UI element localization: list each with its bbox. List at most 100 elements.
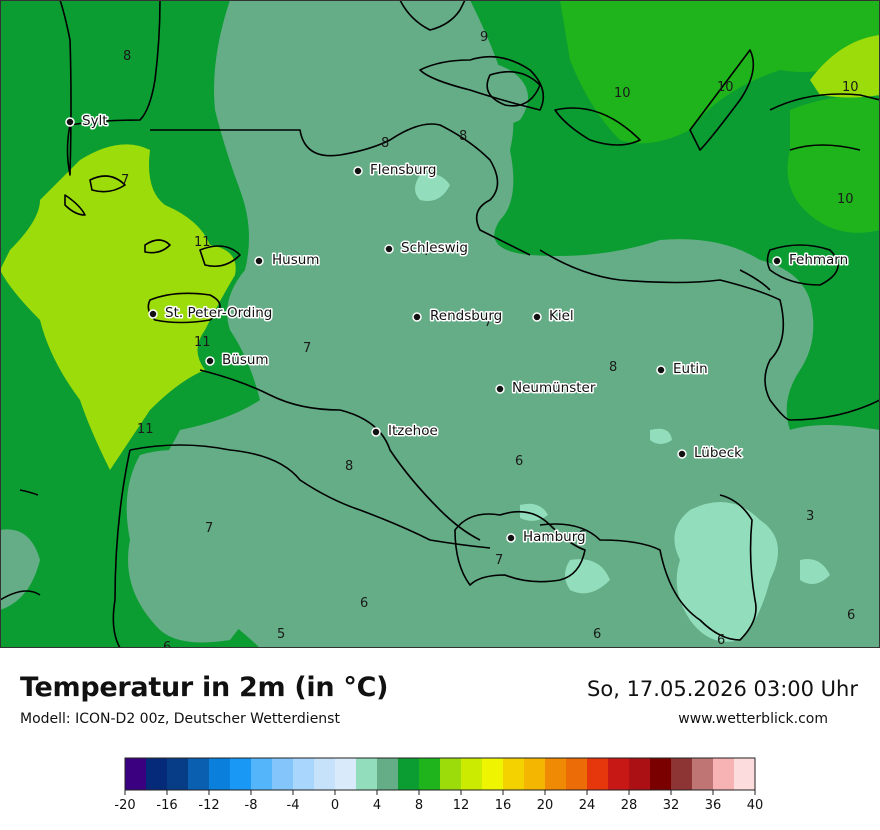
city-neumuenster: Neumünster bbox=[495, 379, 597, 398]
city-label: Eutin bbox=[673, 361, 708, 377]
legend-swatch bbox=[230, 758, 252, 790]
legend-swatch bbox=[335, 758, 357, 790]
legend-swatch bbox=[356, 758, 378, 790]
city-eutin: Eutin bbox=[656, 360, 709, 379]
legend-swatch bbox=[524, 758, 546, 790]
legend-tick-label: 32 bbox=[663, 798, 680, 813]
city-label: Husum bbox=[272, 252, 319, 268]
legend-swatch bbox=[650, 758, 672, 790]
city-label: Büsum bbox=[222, 352, 269, 368]
city-label: Hamburg bbox=[523, 529, 586, 545]
contour-label: 7 bbox=[205, 521, 213, 536]
legend-tick-label: 0 bbox=[331, 798, 339, 813]
legend-tick-label: -16 bbox=[156, 798, 177, 813]
contour-label: 10 bbox=[717, 80, 734, 95]
legend-tick-label: 40 bbox=[747, 798, 764, 813]
contour-label: 7 bbox=[495, 553, 503, 568]
contour-label: 7 bbox=[423, 244, 431, 259]
temperature-map: 8 9 10 10 10 10 7 8 8 11 11 7 7 11 8 6 8… bbox=[0, 0, 880, 648]
contour-label: 6 bbox=[717, 633, 725, 648]
field-4-6-south bbox=[126, 450, 319, 643]
model-info: Modell: ICON-D2 00z, Deutscher Wetterdie… bbox=[20, 711, 340, 727]
city-schleswig: Schleswig bbox=[384, 239, 470, 258]
contour-label: 11 bbox=[137, 422, 154, 437]
contour-label: 11 bbox=[194, 235, 211, 250]
contour-label: 3 bbox=[806, 509, 814, 524]
map-title: Temperatur in 2m (in °C) bbox=[20, 672, 389, 703]
legend-swatch bbox=[293, 758, 315, 790]
contour-label: 9 bbox=[480, 30, 488, 45]
legend-swatch bbox=[272, 758, 294, 790]
legend-swatch bbox=[587, 758, 609, 790]
cities: Sylt Flensburg Schleswig Husum St. Peter… bbox=[65, 112, 850, 547]
legend-ticks: -20 -16 -12 -8 -4 0 4 8 12 16 20 24 28 32 36 40 bbox=[114, 790, 763, 813]
legend-tick-label: -12 bbox=[198, 798, 219, 813]
field-4-6 bbox=[130, 0, 880, 648]
contour-label: 10 bbox=[837, 192, 854, 207]
contour-labels: 8 9 10 10 10 10 7 8 8 11 11 7 7 11 8 6 8… bbox=[121, 30, 859, 648]
legend-tick-label: 28 bbox=[621, 798, 638, 813]
legend-swatch bbox=[377, 758, 399, 790]
city-hamburg: Hamburg bbox=[506, 528, 587, 547]
legend-swatch bbox=[251, 758, 273, 790]
city-sylt: Sylt bbox=[65, 112, 109, 131]
city-label: Fehmarn bbox=[789, 252, 848, 268]
legend-tick-label: 24 bbox=[579, 798, 596, 813]
legend-swatch bbox=[209, 758, 231, 790]
city-luebeck: Lübeck bbox=[677, 444, 744, 463]
contour-label: 7 bbox=[121, 173, 129, 188]
city-label: Schleswig bbox=[401, 240, 468, 256]
field-10-12-ne bbox=[810, 35, 880, 98]
field-4-6-north bbox=[417, 56, 528, 130]
legend-swatch bbox=[398, 758, 420, 790]
legend-tick-label: 8 bbox=[415, 798, 423, 813]
city-label: Neumünster bbox=[512, 380, 596, 396]
legend-swatch bbox=[461, 758, 483, 790]
city-itzehoe: Itzehoe bbox=[371, 422, 439, 441]
city-flensburg: Flensburg bbox=[353, 161, 438, 180]
contour-label: 8 bbox=[459, 129, 467, 144]
contour-label: 6 bbox=[515, 454, 523, 469]
city-label: Kiel bbox=[549, 308, 574, 324]
field-8-10-east bbox=[787, 96, 880, 233]
city-label: Rendsburg bbox=[430, 308, 502, 324]
contour-label: 7 bbox=[303, 341, 311, 356]
legend-swatch bbox=[713, 758, 735, 790]
legend-swatch bbox=[503, 758, 525, 790]
city-fehmarn: Fehmarn bbox=[772, 251, 850, 270]
legend-tick-label: -4 bbox=[287, 798, 300, 813]
city-label: Lübeck bbox=[694, 445, 742, 461]
contour-label: 7 bbox=[484, 315, 492, 330]
legend-swatch bbox=[692, 758, 714, 790]
legend-tick-label: 12 bbox=[453, 798, 470, 813]
footer bbox=[0, 648, 880, 830]
contour-label: 6 bbox=[360, 596, 368, 611]
contour-label: 8 bbox=[381, 136, 389, 151]
legend-swatch bbox=[734, 758, 756, 790]
website-link[interactable]: www.wetterblick.com bbox=[678, 711, 828, 727]
coastlines bbox=[0, 0, 880, 648]
legend-swatch bbox=[146, 758, 168, 790]
legend-tick-label: -8 bbox=[245, 798, 258, 813]
legend-tick-label: 36 bbox=[705, 798, 722, 813]
city-label: Flensburg bbox=[370, 162, 436, 178]
legend-swatch bbox=[629, 758, 651, 790]
city-label: Sylt bbox=[82, 113, 108, 129]
legend-swatch bbox=[671, 758, 693, 790]
contour-label: 6 bbox=[163, 640, 171, 648]
legend-tick-label: 16 bbox=[495, 798, 512, 813]
field-2-4 bbox=[415, 173, 830, 642]
legend-swatch bbox=[314, 758, 336, 790]
city-label: Itzehoe bbox=[388, 423, 438, 439]
contour-label: 10 bbox=[842, 80, 859, 95]
field-10-12-west bbox=[0, 144, 236, 470]
field-4-6-sw bbox=[0, 529, 40, 610]
contour-label: 6 bbox=[578, 529, 586, 544]
legend-tick-label: 4 bbox=[373, 798, 381, 813]
legend-swatches bbox=[124, 757, 756, 791]
legend-swatch bbox=[125, 758, 147, 790]
field-8-10-patch bbox=[560, 0, 880, 144]
contour-label: 6 bbox=[847, 608, 855, 623]
legend-swatch bbox=[167, 758, 189, 790]
forecast-datetime: So, 17.05.2026 03:00 Uhr bbox=[587, 677, 858, 701]
